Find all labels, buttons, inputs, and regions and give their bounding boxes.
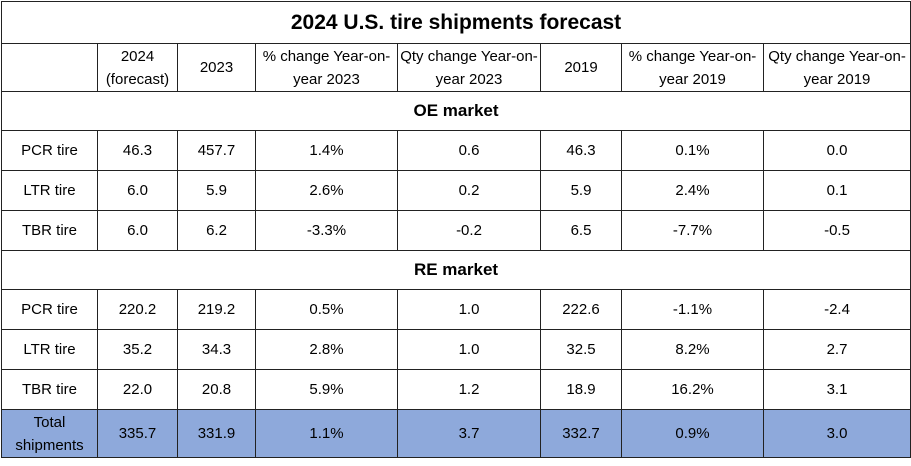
- total-row: Total shipments 335.7 331.9 1.1% 3.7 332…: [1, 409, 911, 458]
- cell-2023: 6.2: [177, 210, 256, 251]
- header-2024-forecast: 2024 (forecast): [97, 43, 178, 92]
- cell-2024: 6.0: [97, 210, 178, 251]
- row-label: LTR tire: [1, 170, 98, 211]
- cell-pct-2023: 2.8%: [255, 329, 398, 370]
- cell-2023: 20.8: [177, 369, 256, 410]
- cell-qty-2019: -0.5: [762, 210, 911, 251]
- row-label: TBR tire: [1, 210, 98, 251]
- header-2023: 2023: [177, 43, 256, 92]
- cell-2019: 46.3: [540, 130, 622, 171]
- cell-2023: 34.3: [177, 329, 256, 370]
- cell-qty-2023: 0.2: [397, 170, 541, 211]
- cell-qty-2019: -2.4: [762, 289, 911, 330]
- cell-qty-2023: 1.0: [397, 329, 541, 370]
- cell-qty-2019: 0.1: [762, 170, 911, 211]
- cell-pct-2019: -7.7%: [621, 210, 764, 251]
- cell-pct-2019: 2.4%: [621, 170, 764, 211]
- table-row: LTR tire 35.2 34.3 2.8% 1.0 32.5 8.2% 2.…: [1, 329, 911, 370]
- cell-pct-2023: 0.5%: [255, 289, 398, 330]
- cell-2023: 457.7: [177, 130, 256, 171]
- total-qty-2019: 3.0: [762, 409, 911, 458]
- cell-qty-2023: 1.2: [397, 369, 541, 410]
- header-2019: 2019: [540, 43, 622, 92]
- cell-2024: 6.0: [97, 170, 178, 211]
- row-label: TBR tire: [1, 369, 98, 410]
- row-label: PCR tire: [1, 130, 98, 171]
- cell-pct-2023: 1.4%: [255, 130, 398, 171]
- cell-pct-2023: 2.6%: [255, 170, 398, 211]
- header-pct-change-2023: % change Year-on-year 2023: [255, 43, 398, 92]
- header-qty-change-2019: Qty change Year-on-year 2019: [762, 43, 911, 92]
- cell-qty-2019: 2.7: [762, 329, 911, 370]
- cell-2019: 222.6: [540, 289, 622, 330]
- table-title: 2024 U.S. tire shipments forecast: [0, 1, 911, 44]
- cell-qty-2023: -0.2: [397, 210, 541, 251]
- total-2019: 332.7: [540, 409, 622, 458]
- total-2023: 331.9: [177, 409, 256, 458]
- cell-2019: 32.5: [540, 329, 622, 370]
- section-oe-market: OE market: [0, 91, 911, 131]
- row-label: LTR tire: [1, 329, 98, 370]
- total-label: Total shipments: [1, 409, 98, 458]
- cell-pct-2023: -3.3%: [255, 210, 398, 251]
- table-row: LTR tire 6.0 5.9 2.6% 0.2 5.9 2.4% 0.1: [1, 170, 911, 211]
- cell-pct-2019: 8.2%: [621, 329, 764, 370]
- cell-qty-2019: 3.1: [762, 369, 911, 410]
- cell-2023: 219.2: [177, 289, 256, 330]
- cell-pct-2019: -1.1%: [621, 289, 764, 330]
- table-row: TBR tire 6.0 6.2 -3.3% -0.2 6.5 -7.7% -0…: [1, 210, 911, 251]
- table-row: TBR tire 22.0 20.8 5.9% 1.2 18.9 16.2% 3…: [1, 369, 911, 410]
- header-qty-change-2023: Qty change Year-on-year 2023: [397, 43, 541, 92]
- cell-qty-2019: 0.0: [762, 130, 911, 171]
- total-pct-2019: 0.9%: [621, 409, 764, 458]
- table-row: PCR tire 46.3 457.7 1.4% 0.6 46.3 0.1% 0…: [1, 130, 911, 171]
- cell-pct-2019: 0.1%: [621, 130, 764, 171]
- cell-2024: 35.2: [97, 329, 178, 370]
- cell-pct-2019: 16.2%: [621, 369, 764, 410]
- table-row: PCR tire 220.2 219.2 0.5% 1.0 222.6 -1.1…: [1, 289, 911, 330]
- cell-2019: 6.5: [540, 210, 622, 251]
- section-re-market: RE market: [0, 250, 911, 290]
- header-corner-cell: [1, 43, 98, 92]
- cell-2024: 220.2: [97, 289, 178, 330]
- total-qty-2023: 3.7: [397, 409, 541, 458]
- cell-qty-2023: 0.6: [397, 130, 541, 171]
- cell-2019: 18.9: [540, 369, 622, 410]
- cell-2024: 22.0: [97, 369, 178, 410]
- header-pct-change-2019: % change Year-on-year 2019: [621, 43, 764, 92]
- total-pct-2023: 1.1%: [255, 409, 398, 458]
- cell-2023: 5.9: [177, 170, 256, 211]
- cell-qty-2023: 1.0: [397, 289, 541, 330]
- row-label: PCR tire: [1, 289, 98, 330]
- cell-2024: 46.3: [97, 130, 178, 171]
- total-2024: 335.7: [97, 409, 178, 458]
- cell-2019: 5.9: [540, 170, 622, 211]
- cell-pct-2023: 5.9%: [255, 369, 398, 410]
